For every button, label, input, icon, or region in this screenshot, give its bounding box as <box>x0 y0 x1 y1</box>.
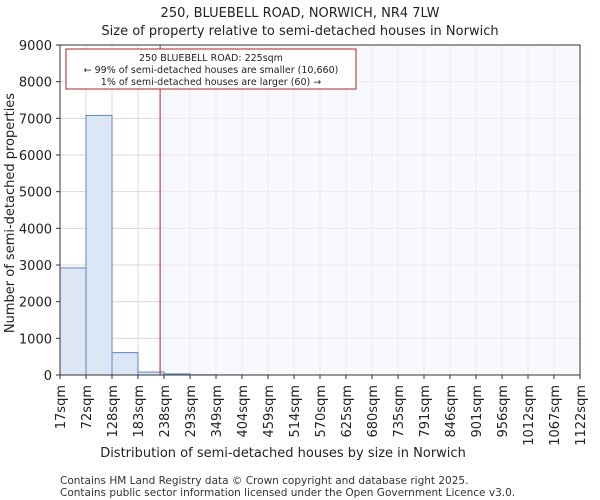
footer-line-2: Contains public sector information licen… <box>60 487 515 499</box>
x-tick-label: 956sqm <box>496 385 511 438</box>
y-axis-label: Number of semi-detached properties <box>3 93 18 333</box>
x-tick-label: 1067sqm <box>548 385 563 446</box>
y-tick-label: 6000 <box>19 149 52 164</box>
y-ticks: 0 1000 2000 3000 4000 5000 6000 7000 8000 9000 <box>19 39 60 384</box>
x-tick-label: 238sqm <box>158 385 173 438</box>
x-tick-label: 17sqm <box>54 385 69 429</box>
x-tick-label: 349sqm <box>210 385 225 438</box>
y-tick-label: 7000 <box>19 112 52 127</box>
x-tick-label: 514sqm <box>288 385 303 438</box>
x-tick-label: 1122sqm <box>574 385 589 446</box>
y-tick-label: 5000 <box>19 186 52 201</box>
y-tick-label: 1000 <box>19 332 52 347</box>
footer-line-1: Contains HM Land Registry data © Crown c… <box>60 475 468 487</box>
bar-128sqm <box>111 352 139 376</box>
bars <box>59 114 269 376</box>
x-tick-label: 293sqm <box>184 385 199 438</box>
chart-subtitle: Size of property relative to semi-detach… <box>101 24 498 39</box>
x-tick-label: 846sqm <box>444 385 459 438</box>
bar-17sqm <box>59 267 87 376</box>
annotation-line-1: 250 BLUEBELL ROAD: 225sqm <box>139 53 283 64</box>
x-tick-label: 128sqm <box>106 385 121 438</box>
x-tick-label: 72sqm <box>80 385 95 429</box>
x-axis-label: Distribution of semi-detached houses by … <box>100 446 466 461</box>
y-tick-label: 4000 <box>19 222 52 237</box>
right-shaded-region <box>160 45 580 375</box>
x-tick-label: 735sqm <box>392 385 407 438</box>
annotation-border <box>65 48 357 90</box>
x-tick-label: 680sqm <box>366 385 381 438</box>
annotation-line-2: ← 99% of semi-detached houses are smalle… <box>84 65 339 76</box>
annotation-box: 250 BLUEBELL ROAD: 225sqm ← 99% of semi-… <box>65 48 357 90</box>
x-tick-label: 404sqm <box>236 385 251 438</box>
x-tick-label: 459sqm <box>262 385 277 438</box>
chart-title: 250, BLUEBELL ROAD, NORWICH, NR4 7LW <box>161 6 440 21</box>
y-tick-label: 3000 <box>19 259 52 274</box>
y-tick-label: 9000 <box>19 39 52 54</box>
y-tick-label: 8000 <box>19 76 52 91</box>
x-tick-label: 183sqm <box>132 385 147 438</box>
x-ticks: 17sqm 72sqm 128sqm 183sqm 238sqm 293sqm 349sqm… <box>54 375 589 446</box>
x-tick-label: 901sqm <box>470 385 485 438</box>
x-tick-label: 1012sqm <box>522 385 537 446</box>
bar-72sqm <box>85 114 113 376</box>
x-tick-label: 570sqm <box>314 385 329 438</box>
annotation-line-3: 1% of semi-detached houses are larger (6… <box>101 77 321 88</box>
x-tick-label: 791sqm <box>418 385 433 438</box>
y-tick-label: 0 <box>44 369 52 384</box>
y-tick-label: 2000 <box>19 296 52 311</box>
x-tick-label: 625sqm <box>340 385 355 438</box>
